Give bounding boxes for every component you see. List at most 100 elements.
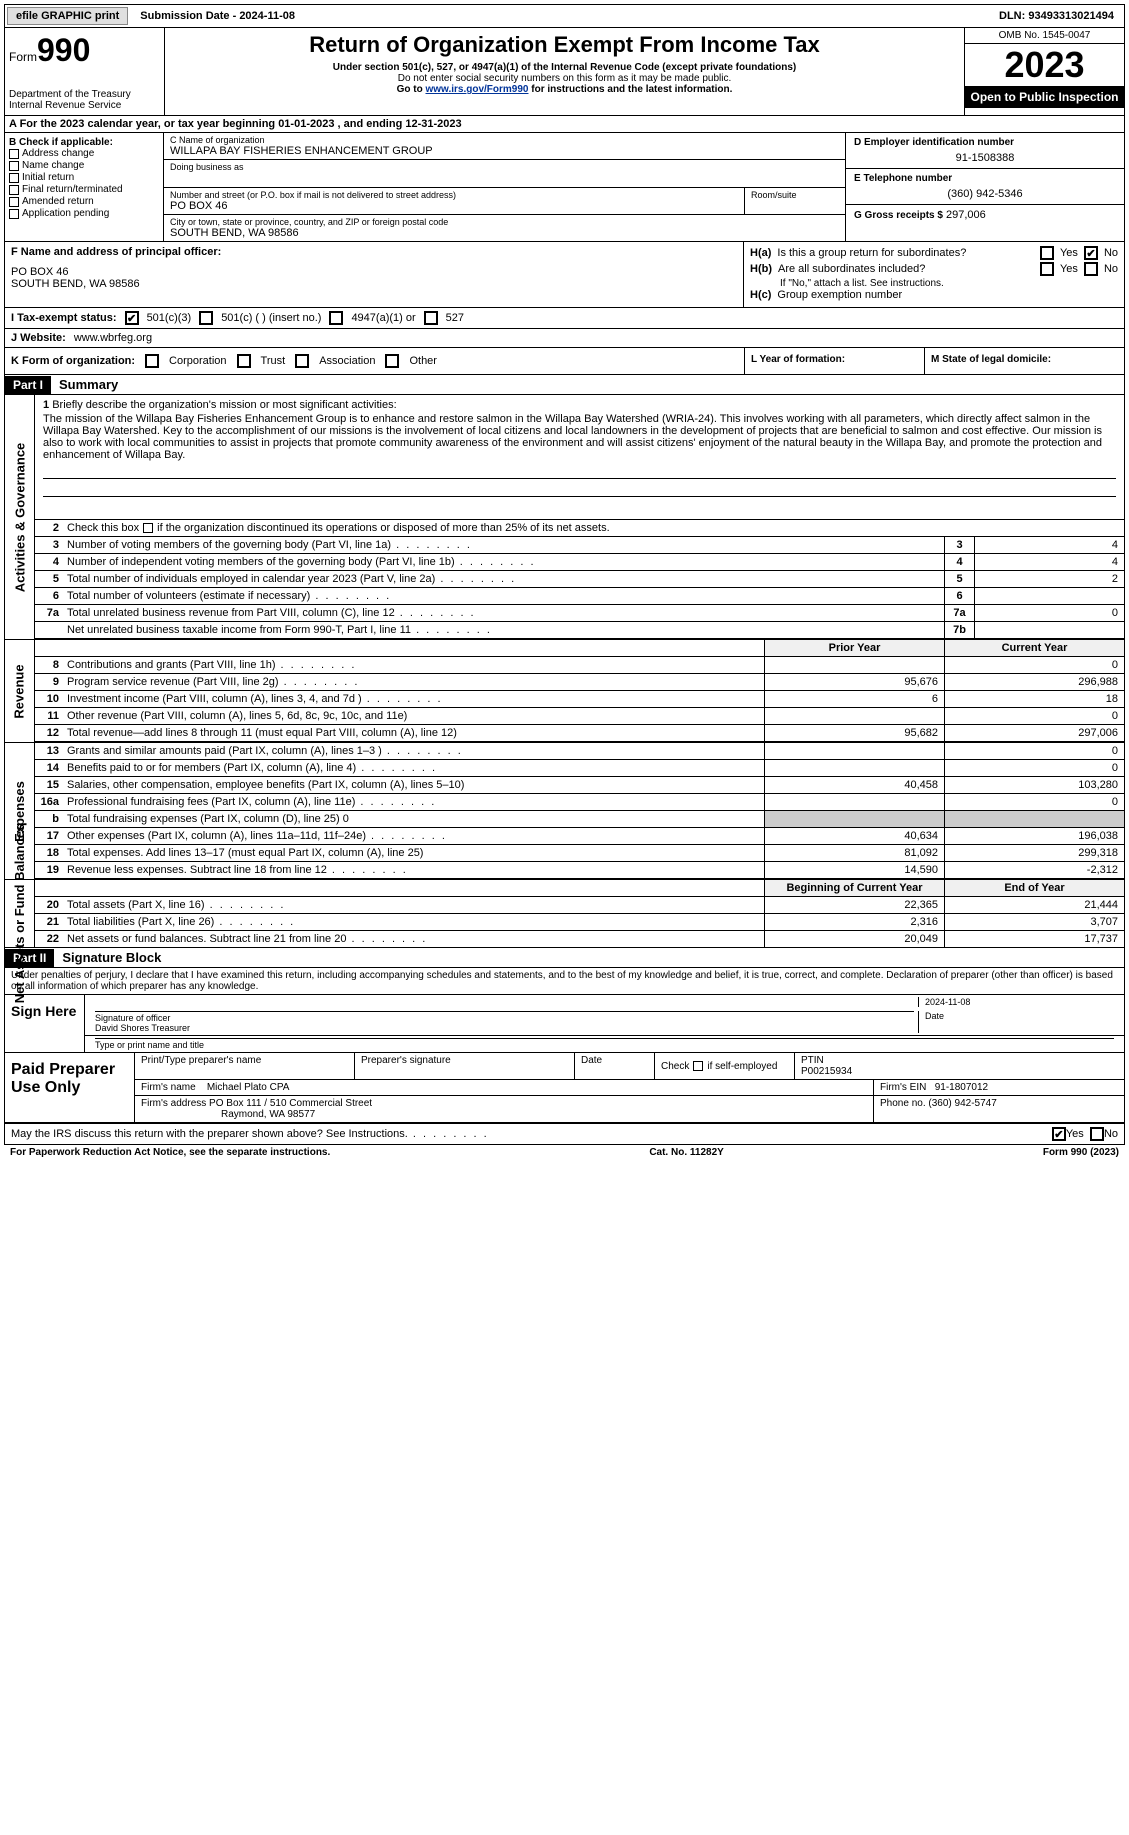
- section-b: B Check if applicable: Address change Na…: [4, 133, 1125, 242]
- firm-ein: 91-1807012: [935, 1082, 988, 1093]
- cb-assoc[interactable]: [295, 354, 309, 368]
- type-name-lbl: Type or print name and title: [95, 1038, 1114, 1050]
- q9: Program service revenue (Part VIII, line…: [63, 674, 764, 690]
- cb-self-emp[interactable]: [693, 1061, 703, 1071]
- phone-label: E Telephone number: [854, 173, 1116, 184]
- q10: Investment income (Part VIII, column (A)…: [63, 691, 764, 707]
- f-label: F Name and address of principal officer:: [11, 246, 737, 258]
- cb-q2[interactable]: [143, 523, 153, 533]
- c11: 0: [944, 708, 1124, 724]
- p9: 95,676: [764, 674, 944, 690]
- c8: 0: [944, 657, 1124, 673]
- 501c-lbl: 501(c) ( ) (insert no.): [221, 312, 321, 324]
- p8: [764, 657, 944, 673]
- q15: Salaries, other compensation, employee b…: [63, 777, 764, 793]
- line-a: A For the 2023 calendar year, or tax yea…: [4, 116, 1125, 133]
- cb-other[interactable]: [385, 354, 399, 368]
- p16a: [764, 794, 944, 810]
- final-lbl: Final return/terminated: [22, 184, 123, 195]
- c19: -2,312: [944, 862, 1124, 878]
- initial-lbl: Initial return: [22, 172, 74, 183]
- irs-label: Internal Revenue Service: [9, 100, 160, 111]
- irs-link[interactable]: www.irs.gov/Form990: [425, 84, 528, 95]
- cb-initial[interactable]: [9, 173, 19, 183]
- q7b-label: Net unrelated business taxable income fr…: [63, 622, 944, 638]
- subtitle-2: Do not enter social security numbers on …: [169, 73, 960, 84]
- c13: 0: [944, 743, 1124, 759]
- q18: Total expenses. Add lines 13–17 (must eq…: [63, 845, 764, 861]
- dba-label: Doing business as: [170, 162, 839, 172]
- side-activities: Activities & Governance: [5, 395, 35, 639]
- cb-ha-no[interactable]: ✔: [1084, 246, 1098, 260]
- cb-name-change[interactable]: [9, 161, 19, 171]
- k-label: K Form of organization:: [11, 355, 135, 367]
- q11: Other revenue (Part VIII, column (A), li…: [63, 708, 764, 724]
- v6: [974, 588, 1124, 604]
- c22: 17,737: [944, 931, 1124, 947]
- c17: 196,038: [944, 828, 1124, 844]
- efile-print-button[interactable]: efile GRAPHIC print: [7, 7, 128, 25]
- omb-number: OMB No. 1545-0047: [965, 28, 1124, 44]
- q5-label: Total number of individuals employed in …: [63, 571, 944, 587]
- q2-label: if the organization discontinued its ope…: [157, 522, 610, 534]
- p17: 40,634: [764, 828, 944, 844]
- p20: 22,365: [764, 897, 944, 913]
- i-label: I Tax-exempt status:: [11, 312, 117, 324]
- prep-name-lbl: Print/Type preparer's name: [135, 1053, 355, 1079]
- cb-app-pending[interactable]: [9, 209, 19, 219]
- q8: Contributions and grants (Part VIII, lin…: [63, 657, 764, 673]
- cb-501c[interactable]: [199, 311, 213, 325]
- part1-title: Summary: [51, 375, 126, 394]
- cb-corp[interactable]: [145, 354, 159, 368]
- ha-label: H(a): [750, 247, 771, 259]
- v4: 4: [974, 554, 1124, 570]
- q6-label: Total number of volunteers (estimate if …: [63, 588, 944, 604]
- gross-label: G Gross receipts $: [854, 210, 943, 221]
- p21: 2,316: [764, 914, 944, 930]
- cb-amended[interactable]: [9, 197, 19, 207]
- cb-501c3[interactable]: ✔: [125, 311, 139, 325]
- q12: Total revenue—add lines 8 through 11 (mu…: [63, 725, 764, 741]
- q22: Net assets or fund balances. Subtract li…: [63, 931, 764, 947]
- l-label: L Year of formation:: [751, 354, 845, 365]
- dln: DLN: 93493313021494: [999, 10, 1122, 22]
- yes-lbl2: Yes: [1060, 263, 1078, 275]
- org-name: WILLAPA BAY FISHERIES ENHANCEMENT GROUP: [170, 145, 839, 157]
- p14: [764, 760, 944, 776]
- p18: 81,092: [764, 845, 944, 861]
- hb-note: If "No," attach a list. See instructions…: [750, 278, 1118, 289]
- corp-lbl: Corporation: [169, 355, 226, 367]
- firm-name-lbl: Firm's name: [141, 1082, 196, 1093]
- f-addr1: PO BOX 46: [11, 266, 737, 278]
- firm-ein-lbl: Firm's EIN: [880, 1082, 926, 1093]
- cb-4947[interactable]: [329, 311, 343, 325]
- cb-527[interactable]: [424, 311, 438, 325]
- ein-label: D Employer identification number: [854, 137, 1116, 148]
- website-value: www.wbrfeg.org: [74, 332, 152, 344]
- hc-label: H(c): [750, 289, 771, 301]
- cb-final[interactable]: [9, 185, 19, 195]
- cb-trust[interactable]: [237, 354, 251, 368]
- cb-hb-no[interactable]: [1084, 262, 1098, 276]
- c20: 21,444: [944, 897, 1124, 913]
- prep-date-lbl: Date: [575, 1053, 655, 1079]
- may-no: No: [1104, 1128, 1118, 1140]
- subtitle-1: Under section 501(c), 527, or 4947(a)(1)…: [169, 62, 960, 73]
- m-label: M State of legal domicile:: [931, 354, 1051, 365]
- form-header: Form990 Department of the Treasury Inter…: [4, 28, 1125, 116]
- city-value: SOUTH BEND, WA 98586: [170, 227, 839, 239]
- cb-hb-yes[interactable]: [1040, 262, 1054, 276]
- k-row: K Form of organization: Corporation Trus…: [5, 348, 744, 374]
- cb-ha-yes[interactable]: [1040, 246, 1054, 260]
- cb-may-yes[interactable]: ✔: [1052, 1127, 1066, 1141]
- j-label: J Website:: [11, 332, 66, 344]
- cb-addr-change[interactable]: [9, 149, 19, 159]
- goto-pre: Go to: [397, 84, 426, 95]
- side-revenue: Revenue: [5, 640, 35, 742]
- ha-question: Is this a group return for subordinates?: [777, 247, 1034, 259]
- firm-addr-lbl: Firm's address: [141, 1098, 206, 1109]
- i-row: I Tax-exempt status: ✔501(c)(3) 501(c) (…: [5, 308, 1124, 329]
- cb-may-no[interactable]: [1090, 1127, 1104, 1141]
- hc-question: Group exemption number: [777, 289, 902, 301]
- q7a-label: Total unrelated business revenue from Pa…: [63, 605, 944, 621]
